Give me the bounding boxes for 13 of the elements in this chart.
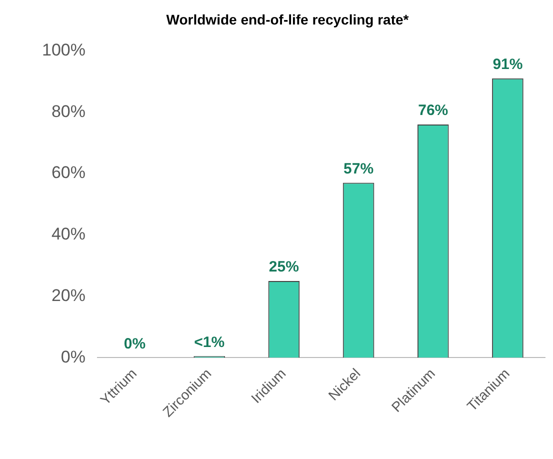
y-tick-label: 40% [51,224,86,244]
data-label: 76% [418,102,448,120]
y-tick-label: 60% [51,163,86,182]
data-label: 0% [124,335,146,352]
y-tick-label: 100% [42,40,86,60]
data-label: 57% [344,160,374,178]
y-tick-label: 80% [51,102,86,121]
data-label: 91% [492,56,523,74]
chart-title: Worldwide end-of-life recycling rate* [166,11,410,28]
data-label: 25% [268,258,299,276]
y-tick-label: 20% [51,286,86,305]
y-tick-label: 0% [60,347,86,366]
data-label: <1% [194,334,225,351]
